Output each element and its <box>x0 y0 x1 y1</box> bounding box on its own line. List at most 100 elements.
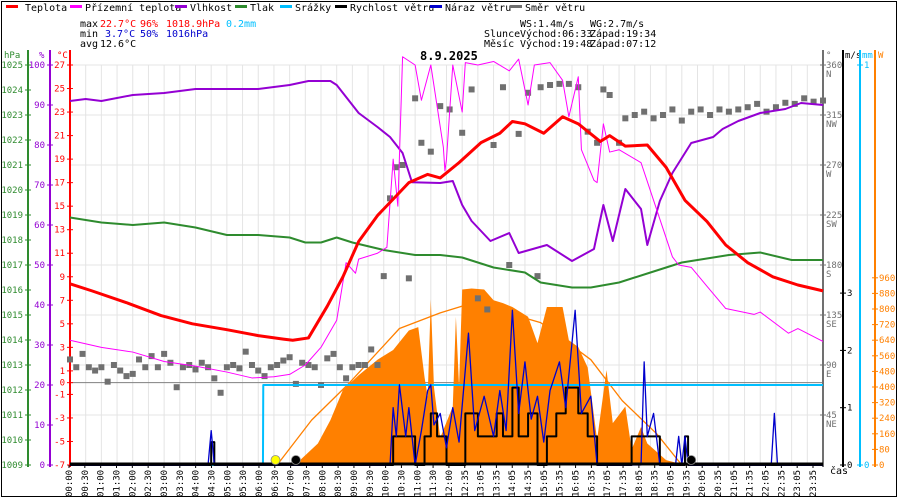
wind-direction-point <box>641 108 648 115</box>
wind-direction-point <box>261 373 268 380</box>
direction-compass-label: E <box>826 370 831 380</box>
legend-item-label: Teplota <box>25 3 68 14</box>
pressure-tick-label: 1014 <box>1 336 23 346</box>
wind-direction-point <box>129 370 136 377</box>
series-prizemni-teplota-line <box>69 56 824 379</box>
time-tick-label: 16:05 <box>572 470 582 497</box>
wind-direction-point <box>735 106 742 113</box>
wind-direction-point <box>791 100 798 107</box>
time-tick-label: 10:30 <box>397 470 407 497</box>
wind-direction-point <box>292 380 299 387</box>
sunrise-icon <box>270 455 281 465</box>
legend-swatch <box>280 5 292 8</box>
time-tick-label: 14:35 <box>524 470 534 497</box>
time-tick-label: 12:35 <box>461 470 471 497</box>
humidity-tick-label: 100 <box>29 61 45 71</box>
wind-direction-point <box>205 364 212 371</box>
wind-direction-point <box>506 262 513 268</box>
radiation-tick-label: 560 <box>879 352 895 362</box>
moon-label: Měsíc <box>484 39 515 50</box>
wind-direction-point <box>525 89 532 96</box>
stats-min-temp: 3.7°C <box>105 29 136 40</box>
radiation-tick-label: 800 <box>879 305 895 315</box>
pressure-tick-label: 1013 <box>1 361 23 371</box>
time-tick-label: 02:30 <box>144 470 154 497</box>
wind-direction-point <box>161 350 168 357</box>
wind-direction-point <box>324 355 331 362</box>
wind-direction-point <box>537 84 544 91</box>
grid <box>69 64 824 465</box>
radiation-tick-label: 720 <box>879 321 895 331</box>
moonrise-icon <box>686 455 697 465</box>
humidity-tick-label: 70 <box>34 181 45 191</box>
wind-direction-point <box>274 362 281 368</box>
wind-direction-point <box>427 148 434 155</box>
wind-direction-point <box>343 375 350 382</box>
wind-direction-point <box>459 129 466 136</box>
wind-direction-point <box>772 104 779 111</box>
wind-direction-point <box>142 364 149 371</box>
direction-compass-label: S <box>826 270 831 280</box>
wind-direction-point <box>688 108 695 115</box>
wind-direction-point <box>468 86 475 93</box>
wind-direction-point <box>474 295 481 302</box>
temperature-tick-label: 7 <box>60 296 65 306</box>
pressure-tick-label: 1015 <box>1 311 23 321</box>
time-tick-label: 23:05 <box>793 470 803 497</box>
pressure-tick-label: 1012 <box>1 386 23 396</box>
wind-direction-point <box>631 112 638 118</box>
legend-swatch <box>70 5 82 8</box>
wind-axis-unit: m/s <box>845 51 861 61</box>
temperature-tick-label: 1 <box>60 367 65 377</box>
humidity-tick-label: 30 <box>34 341 45 351</box>
wind-direction-point <box>154 364 161 371</box>
legend-swatch <box>6 5 18 8</box>
temperature-tick-label: 25 <box>54 85 65 95</box>
wind-direction-point <box>299 359 306 366</box>
moonset-icon <box>290 455 301 465</box>
wind-direction-point <box>744 104 751 111</box>
wind-direction-point <box>368 346 375 353</box>
temperature-tick-label: 17 <box>54 179 65 189</box>
temperature-axis-unit: °C <box>57 51 68 61</box>
wind-direction-point <box>98 364 105 371</box>
radiation-tick-label: 80 <box>879 445 890 455</box>
time-tick-label: 16:35 <box>587 470 597 497</box>
wind-direction-point <box>92 367 99 374</box>
wind-direction-point <box>173 384 180 391</box>
wind-direction-point <box>330 350 337 357</box>
legend-item-label: Přízemní teplota <box>85 3 182 14</box>
direction-tick-label: 135 <box>826 311 842 321</box>
wind-direction-point <box>179 364 186 371</box>
time-tick-label: 00:30 <box>81 470 91 497</box>
moon-rise: Východ:19:48 <box>520 39 593 50</box>
moon-set: Západ:07:12 <box>590 39 657 50</box>
wind-direction-point <box>148 353 155 360</box>
time-tick-label: 12:00 <box>445 470 455 497</box>
wind-direction-point <box>248 362 255 368</box>
direction-tick-label: 360 <box>826 61 842 71</box>
wind-direction-point <box>393 164 400 171</box>
time-tick-label: 09:30 <box>366 470 376 497</box>
wind-direction-point <box>136 356 143 363</box>
temperature-tick-label: 9 <box>60 273 65 283</box>
wind-direction-point <box>484 306 491 313</box>
radiation-tick-label: 160 <box>879 430 895 440</box>
stats-avg-label: avg <box>80 39 99 50</box>
time-tick-label: 13:05 <box>477 470 487 497</box>
wind-direction-point <box>556 80 563 87</box>
time-tick-label: 21:35 <box>746 470 756 497</box>
pressure-tick-label: 1021 <box>1 161 23 171</box>
legend-item-label: Směr větru <box>525 3 586 14</box>
humidity-tick-label: 50 <box>34 261 45 271</box>
radiation-tick-label: 0 <box>879 461 884 471</box>
stats-max-temp: 22.7°C <box>100 19 137 30</box>
wind-direction-point <box>104 378 111 385</box>
pressure-tick-label: 1018 <box>1 236 23 246</box>
time-tick-label: 22:05 <box>762 470 772 497</box>
time-tick-label: 03:30 <box>176 470 186 497</box>
wind-direction-point <box>223 364 230 371</box>
legend-swatch <box>335 5 347 8</box>
time-tick-label: 15:05 <box>540 470 550 497</box>
